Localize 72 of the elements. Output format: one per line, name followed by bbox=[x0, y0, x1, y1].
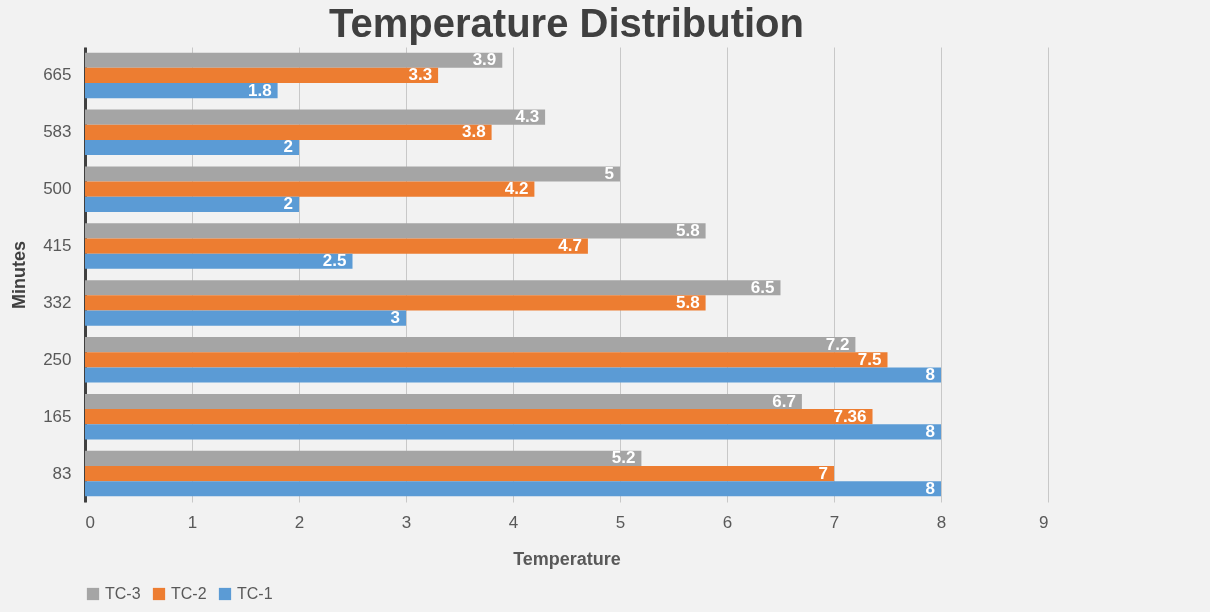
chart-title: Temperature Distribution bbox=[329, 1, 804, 45]
bar bbox=[85, 310, 406, 326]
bar bbox=[85, 450, 642, 466]
data-label: 4.7 bbox=[558, 236, 582, 256]
bar bbox=[85, 367, 941, 383]
data-label: 8 bbox=[925, 421, 935, 441]
y-tick-label: 500 bbox=[43, 179, 72, 199]
data-label: 7.5 bbox=[857, 349, 882, 369]
x-tick-label: 3 bbox=[401, 512, 412, 532]
bar bbox=[85, 337, 856, 353]
bar bbox=[85, 196, 299, 212]
y-tick-label: 250 bbox=[43, 349, 72, 369]
y-tick-label: 665 bbox=[43, 65, 72, 85]
bar bbox=[85, 424, 941, 440]
data-label: 2 bbox=[283, 137, 293, 157]
bar bbox=[85, 253, 353, 269]
y-tick-label: 583 bbox=[43, 122, 72, 142]
data-label: 7 bbox=[818, 463, 828, 483]
bar bbox=[85, 109, 546, 125]
data-label: 8 bbox=[925, 364, 935, 384]
bar bbox=[85, 124, 492, 140]
y-tick-label: 83 bbox=[52, 463, 72, 483]
legend-label: TC-2 bbox=[171, 585, 207, 602]
data-label: 4.3 bbox=[515, 107, 540, 127]
bar bbox=[85, 83, 278, 99]
legend-label: TC-1 bbox=[237, 585, 273, 602]
y-tick-label: 165 bbox=[43, 406, 72, 426]
x-tick-label: 6 bbox=[722, 512, 733, 532]
data-label: 5.2 bbox=[611, 448, 636, 468]
bar bbox=[85, 295, 706, 311]
bar bbox=[85, 280, 781, 296]
data-label: 4.2 bbox=[504, 179, 529, 199]
bar bbox=[85, 181, 535, 197]
data-label: 7.36 bbox=[833, 406, 867, 426]
bar bbox=[85, 166, 620, 182]
x-tick-label: 5 bbox=[615, 512, 626, 532]
data-label: 7.2 bbox=[825, 334, 850, 354]
legend-label: TC-3 bbox=[105, 585, 141, 602]
data-label: 2 bbox=[283, 194, 293, 214]
data-label: 8 bbox=[925, 478, 935, 498]
data-label: 3 bbox=[390, 308, 400, 328]
data-label: 5.8 bbox=[675, 292, 700, 312]
bar bbox=[85, 52, 503, 68]
y-tick-label: 332 bbox=[43, 292, 72, 312]
bar bbox=[85, 393, 802, 410]
x-tick-label: 2 bbox=[294, 512, 305, 532]
y-axis-title: Minutes bbox=[9, 240, 30, 310]
y-tick-label: 415 bbox=[43, 236, 72, 256]
data-label: 6.7 bbox=[772, 391, 796, 411]
data-label: 6.5 bbox=[750, 277, 775, 297]
data-label: 3.8 bbox=[461, 122, 486, 142]
data-label: 3.9 bbox=[472, 50, 497, 70]
bar bbox=[85, 481, 941, 497]
data-label: 3.3 bbox=[408, 65, 433, 85]
data-label: 5.8 bbox=[675, 220, 700, 240]
x-tick-label: 7 bbox=[829, 512, 840, 532]
x-tick-label: 8 bbox=[936, 512, 947, 532]
bar bbox=[85, 352, 888, 368]
x-tick-label: 1 bbox=[187, 512, 198, 532]
data-label: 5 bbox=[604, 164, 614, 184]
bar bbox=[85, 139, 299, 156]
bar bbox=[85, 223, 706, 239]
bar bbox=[85, 409, 873, 425]
x-tick-label: 0 bbox=[85, 512, 95, 532]
data-label: 1.8 bbox=[247, 80, 272, 100]
bar bbox=[85, 465, 834, 482]
bar bbox=[85, 67, 439, 84]
x-tick-label: 9 bbox=[1039, 512, 1049, 532]
data-label: 2.5 bbox=[322, 251, 347, 271]
x-axis-title: Temperature bbox=[513, 548, 621, 569]
bar bbox=[85, 238, 588, 254]
x-tick-label: 4 bbox=[508, 512, 519, 532]
